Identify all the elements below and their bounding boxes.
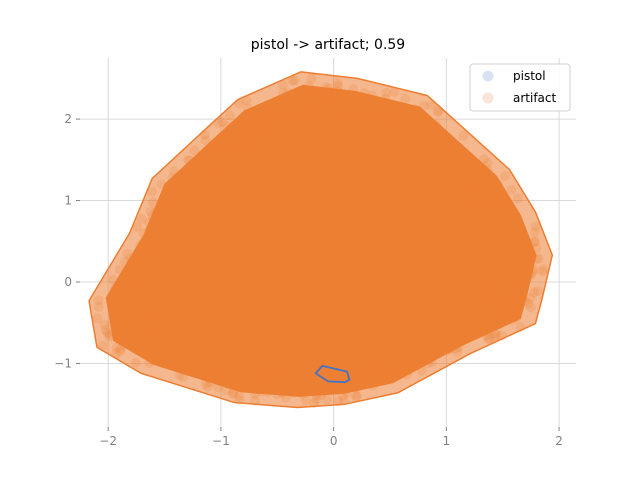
y-tick-label: −1 (54, 356, 72, 370)
artifact-point-halo (89, 71, 553, 408)
pistol-hull (314, 365, 351, 384)
artifact-point-cloud (89, 71, 553, 409)
y-tick-label: 0 (64, 275, 72, 289)
legend-box (469, 63, 571, 112)
legend-marker-pistol (482, 70, 494, 82)
x-tick-label: −1 (212, 434, 230, 448)
legend-marker-artifact (482, 92, 494, 104)
legend-label-pistol: pistol (513, 69, 546, 83)
y-tick-label: 2 (64, 112, 72, 126)
axes: −2 −1 0 1 2 −1 0 1 2 (54, 112, 563, 448)
x-tick-label: 1 (443, 434, 451, 448)
x-tick-label: −2 (99, 434, 117, 448)
x-tick-label: 2 (555, 434, 563, 448)
y-tick-label: 1 (64, 194, 72, 208)
chart-title: pistol -> artifact; 0.59 (251, 37, 405, 53)
x-tick-label: 0 (330, 434, 338, 448)
legend: pistol artifact (469, 63, 571, 112)
artifact-hull (88, 71, 554, 409)
legend-label-artifact: artifact (513, 91, 557, 105)
hull-outlines (88, 71, 554, 409)
